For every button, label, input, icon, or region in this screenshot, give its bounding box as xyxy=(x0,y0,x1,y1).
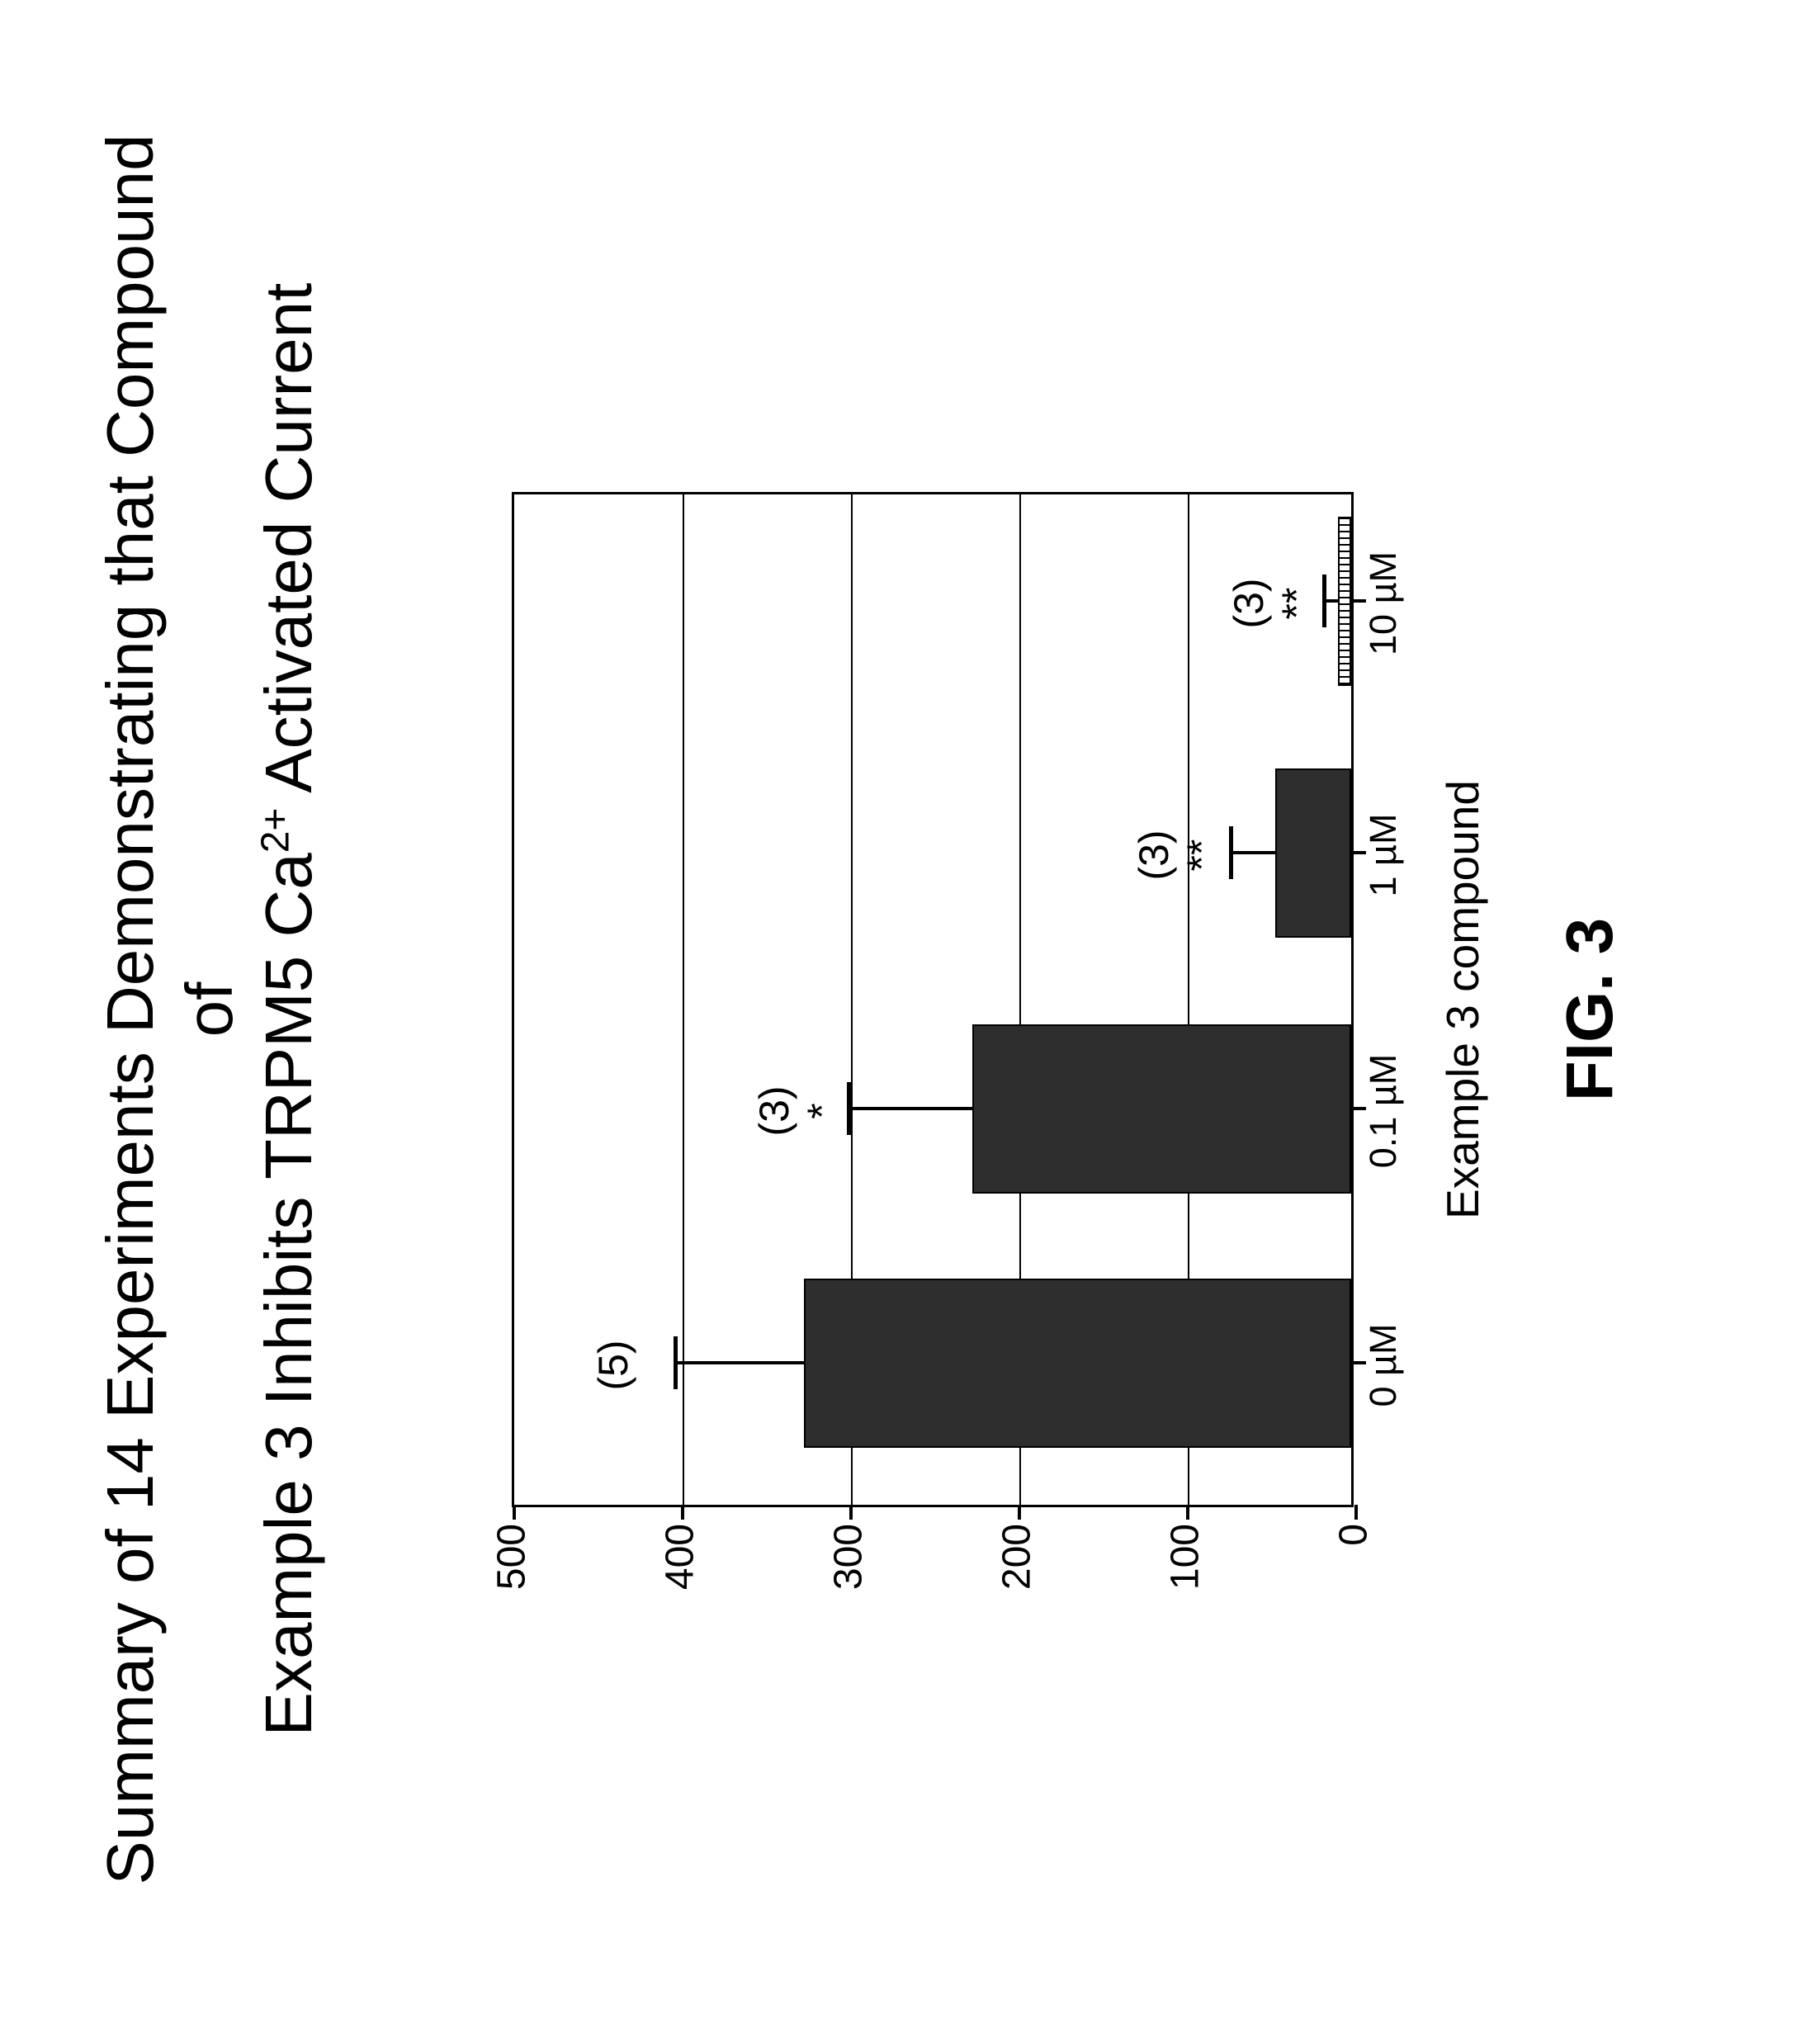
figure-title: Summary of 14 Experiments Demonstrating … xyxy=(91,99,329,1920)
y-tick-label: 300 xyxy=(826,1524,872,1639)
error-bar xyxy=(678,1361,804,1364)
title-line-2-suffix: Activated Current xyxy=(252,283,325,808)
n-count: (3) xyxy=(751,1085,799,1136)
x-tick-label: 10 µM xyxy=(1362,551,1405,655)
bar-0uM xyxy=(804,1279,1351,1448)
bar-0.1uM xyxy=(972,1024,1351,1194)
ca-superscript: 2+ xyxy=(253,808,297,853)
y-tick xyxy=(1018,1505,1021,1520)
x-axis-label: Example 3 compound xyxy=(1436,492,1489,1507)
page-canvas: Summary of 14 Experiments Demonstrating … xyxy=(0,0,1820,2019)
y-tick xyxy=(1186,1505,1189,1520)
y-tick xyxy=(681,1505,684,1520)
landscape-layout: Summary of 14 Experiments Demonstrating … xyxy=(0,0,1820,2019)
title-line-2-prefix: Example 3 Inhibits TRPM5 xyxy=(252,938,325,1737)
n-count: (3) xyxy=(1131,830,1179,880)
y-tick xyxy=(1354,1505,1358,1520)
error-cap xyxy=(1229,826,1233,879)
error-cap xyxy=(1322,574,1326,627)
y-tick xyxy=(849,1505,853,1520)
n-label: (5) xyxy=(590,1340,638,1390)
n-label: (3) ** xyxy=(1131,830,1226,880)
n-label: (3) ** xyxy=(1226,578,1321,628)
gridline xyxy=(683,494,684,1505)
error-cap xyxy=(847,1082,851,1135)
n-label: (3) * xyxy=(751,1085,846,1136)
y-tick-label: 200 xyxy=(995,1524,1040,1639)
y-tick xyxy=(513,1505,516,1520)
error-bar xyxy=(1326,599,1338,603)
bar-1uM xyxy=(1275,768,1351,938)
bar-chart: Current density (pA/pF) 0 100 200 300 40… xyxy=(512,492,1354,1507)
sig-label: ** xyxy=(1274,578,1321,628)
plot-area xyxy=(512,492,1354,1507)
title-line-1: Summary of 14 Experiments Demonstrating … xyxy=(91,99,249,1920)
y-tick-label: 100 xyxy=(1163,1524,1208,1639)
bar-10uM xyxy=(1338,517,1351,686)
error-cap xyxy=(674,1336,678,1389)
error-bar xyxy=(1233,851,1275,854)
y-tick-label: 400 xyxy=(658,1524,703,1639)
ca-base: Ca xyxy=(252,853,325,937)
title-line-2: Example 3 Inhibits TRPM5 Ca2+ Activated … xyxy=(249,99,329,1920)
y-tick-label: 500 xyxy=(489,1524,535,1639)
x-tick-label: 0.1 µM xyxy=(1362,1054,1405,1168)
n-count: (3) xyxy=(1226,578,1274,628)
x-tick-label: 1 µM xyxy=(1362,814,1405,897)
n-count: (5) xyxy=(590,1340,638,1390)
y-tick-label: 0 xyxy=(1331,1524,1377,1639)
x-tick-label: 0 µM xyxy=(1362,1324,1405,1407)
figure-caption: FIG. 3 xyxy=(1552,0,1628,2019)
ca-notation: Ca2+ xyxy=(252,808,325,938)
sig-label: ** xyxy=(1179,830,1227,880)
sig-label: * xyxy=(799,1085,847,1136)
error-bar xyxy=(851,1107,972,1110)
